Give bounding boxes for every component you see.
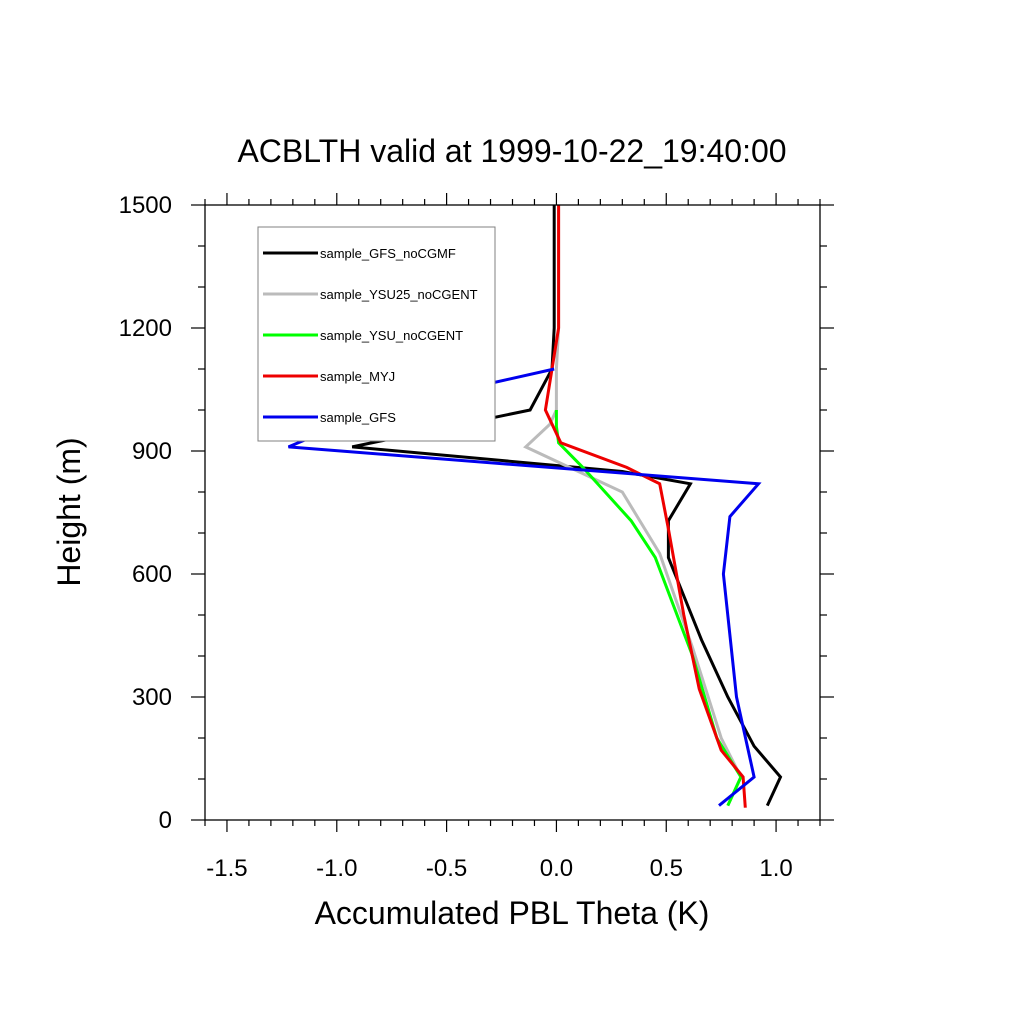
y-tick-label: 900 [132,438,172,465]
y-tick-label: 300 [132,684,172,711]
legend: sample_GFS_noCGMF sample_YSU25_noCGENTsam… [257,226,496,442]
plot-lines [287,205,783,808]
y-tick-label: 1200 [119,315,172,342]
x-tick-label: -1.0 [316,855,357,882]
chart-title: ACBLTH valid at 1999-10-22_19:40:00 [237,133,786,169]
legend-label-1: sample_GFS_noCGMF [320,246,456,261]
legend-label-4: sample_MYJ [320,369,395,384]
y-tick-label: 600 [132,561,172,588]
x-tick-label: 0.0 [540,855,573,882]
x-axis: -1.5 -1.0 -0.5 0.0 0.5 1.0 [204,193,821,882]
legend-label-5: sample_GFS [320,410,396,425]
legend-label-3: sample_YSU_noCGENT [320,328,463,343]
y-axis-label: Height (m) [51,437,87,586]
y-tick-label: 0 [159,807,172,834]
x-tick-label: 1.0 [759,855,792,882]
y-tick-label: 1500 [119,192,172,219]
x-tick-label: -1.5 [206,855,247,882]
legend-label-2: sample_YSU25_noCGENT [320,287,478,302]
x-tick-label: 0.5 [650,855,683,882]
x-axis-label: Accumulated PBL Theta (K) [315,895,710,931]
x-tick-label: -0.5 [426,855,467,882]
y-axis: 0 300 600 900 1200 1500 [119,192,834,834]
